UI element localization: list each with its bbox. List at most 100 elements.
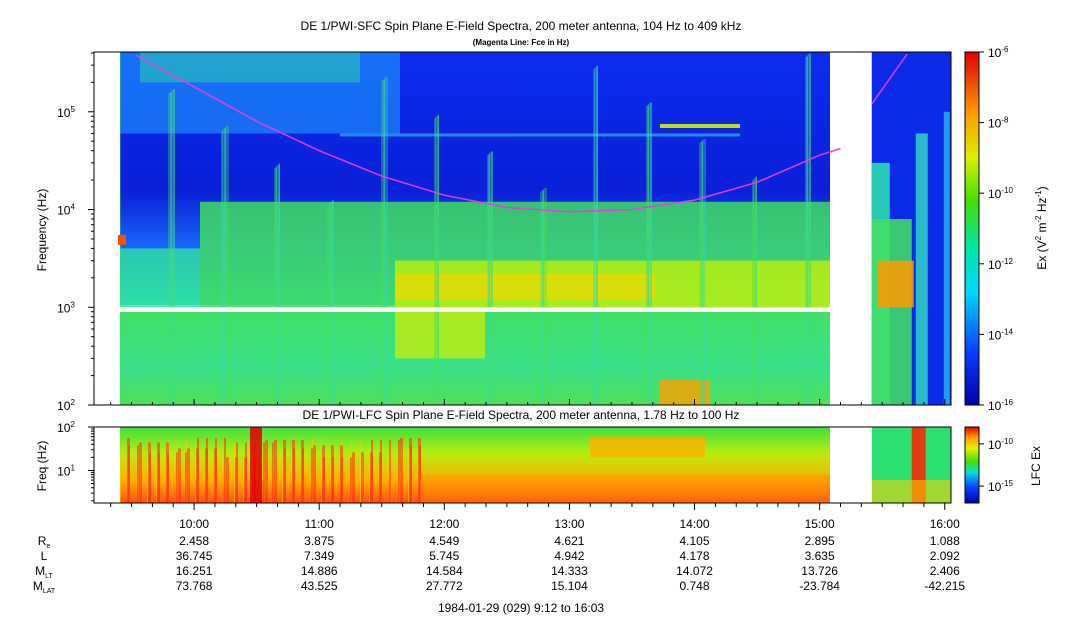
sfc-right-orange — [877, 260, 914, 308]
lfc-streak — [157, 442, 160, 503]
ephemeris-row-label: L — [41, 549, 48, 563]
lfc-streak — [234, 445, 235, 503]
sfc-ytick-label: 102 — [57, 398, 75, 413]
sfc-streak — [331, 201, 334, 405]
lfc-streak — [156, 457, 157, 503]
sfc-streak — [169, 93, 172, 405]
lfc-y-axis: 101 102 — [57, 420, 94, 502]
ephemeris-table: Re 2.458 3.875 4.549 4.621 4.105 2.895 1.088 L 36… — [33, 534, 966, 595]
sfc-streak — [703, 139, 706, 405]
lfc-colorbar: 10-10 10-15 LFC Ex — [964, 426, 1043, 504]
lfc-streak — [272, 442, 274, 503]
lfc-streak — [418, 437, 421, 503]
sfc-streak — [438, 114, 439, 405]
sfc-cbtick-label: 10-10 — [988, 186, 1013, 201]
lfc-streak — [369, 442, 370, 503]
sfc-streak — [171, 91, 172, 405]
sfc-streak — [806, 56, 808, 405]
ephemeris-row-label: Re — [38, 534, 51, 550]
sfc-frame — [93, 51, 952, 406]
ephemeris-value: 2.895 — [805, 534, 835, 548]
lfc-streak — [282, 452, 283, 503]
sfc-streak — [170, 92, 172, 405]
sfc-cbtick-label: 10-6 — [988, 45, 1009, 60]
ephemeris-value: 4.621 — [554, 534, 584, 548]
sfc-streak — [540, 192, 541, 405]
lfc-colorbar-scale — [964, 426, 980, 504]
sfc-streak — [222, 130, 223, 405]
sfc-streak — [383, 79, 385, 405]
lfc-streak — [224, 437, 226, 503]
sfc-chorus-peak — [660, 123, 740, 128]
sfc-streak — [385, 77, 388, 405]
lfc-frame — [93, 426, 952, 504]
sfc-streak — [223, 129, 226, 405]
ephemeris-value: 14.886 — [301, 564, 338, 578]
sfc-streak — [330, 202, 331, 405]
sfc-streak — [808, 54, 811, 405]
ephemeris-value: 36.745 — [176, 549, 213, 563]
lfc-emission — [590, 436, 705, 458]
lfc-streak — [311, 448, 313, 503]
sfc-ytick-label: 104 — [57, 203, 75, 218]
sfc-hiss-early — [120, 52, 400, 134]
sfc-streak — [275, 167, 277, 405]
sfc-streak — [434, 118, 436, 405]
sfc-streak — [276, 166, 277, 405]
fce-line — [135, 53, 908, 213]
lfc-streak — [263, 442, 265, 503]
sfc-streak — [488, 154, 490, 405]
ephemeris-value: 3.635 — [805, 549, 835, 563]
sfc-streak — [274, 168, 277, 405]
sfc-hiss-green — [140, 52, 360, 83]
lfc-colorbar-ticks: 10-10 10-15 — [979, 437, 1013, 494]
lfc-colorbar-label: LFC Ex — [1029, 446, 1043, 486]
lfc-ylabel: Freq (Hz) — [35, 441, 49, 492]
lfc-streak — [331, 445, 334, 503]
sfc-streak — [649, 103, 652, 405]
sfc-streak — [487, 155, 490, 405]
time-tick-label: 12:00 — [429, 517, 459, 531]
sfc-streak — [221, 131, 223, 405]
sfc-streak — [489, 153, 490, 405]
sfc-streak — [120, 52, 121, 405]
sfc-streak — [596, 66, 598, 405]
lfc-streak — [166, 442, 169, 503]
ephemeris-value: 2.092 — [930, 549, 960, 563]
sfc-streak — [329, 203, 331, 405]
sfc-streak — [491, 151, 493, 405]
lfc-streak — [340, 445, 343, 503]
sfc-streak — [647, 105, 649, 405]
sfc-streak — [437, 115, 439, 405]
time-range-footer: 1984-01-29 (029) 9:12 to 16:03 — [438, 601, 604, 615]
time-tick-label: 16:00 — [930, 517, 960, 531]
ephemeris-value: 3.875 — [304, 534, 334, 548]
sfc-cbtick-label: 10-12 — [988, 257, 1013, 272]
sfc-streak — [700, 142, 703, 405]
lfc-streak — [301, 440, 304, 503]
ephemeris-value: 7.349 — [304, 549, 334, 563]
lfc-streak — [398, 440, 400, 503]
lfc-streak — [214, 448, 217, 503]
sfc-streak — [755, 177, 757, 405]
sfc-streak — [541, 191, 544, 405]
sfc-streak — [702, 140, 703, 405]
sfc-streak — [226, 126, 229, 405]
sfc-data-gap — [94, 52, 117, 405]
ephemeris-value: 27.772 — [426, 579, 463, 593]
lfc-burst — [250, 427, 262, 503]
lfc-streak — [370, 452, 373, 503]
sfc-colorbar-ticks: 10-6 10-8 10-10 10-12 10-14 10-16 — [979, 45, 1013, 413]
ephemeris-value: 2.458 — [179, 534, 209, 548]
lfc-features — [94, 427, 951, 503]
lfc-streak — [196, 448, 199, 503]
sfc-streak — [542, 190, 544, 405]
lfc-streak — [195, 440, 196, 503]
time-tick-label: 14:00 — [680, 517, 710, 531]
lfc-streak — [313, 445, 316, 503]
sfc-emission-low-yellow — [395, 311, 485, 359]
lfc-streak — [361, 452, 364, 503]
sfc-streak — [593, 69, 595, 405]
sfc-streak — [382, 80, 385, 405]
lfc-streak — [321, 437, 322, 503]
